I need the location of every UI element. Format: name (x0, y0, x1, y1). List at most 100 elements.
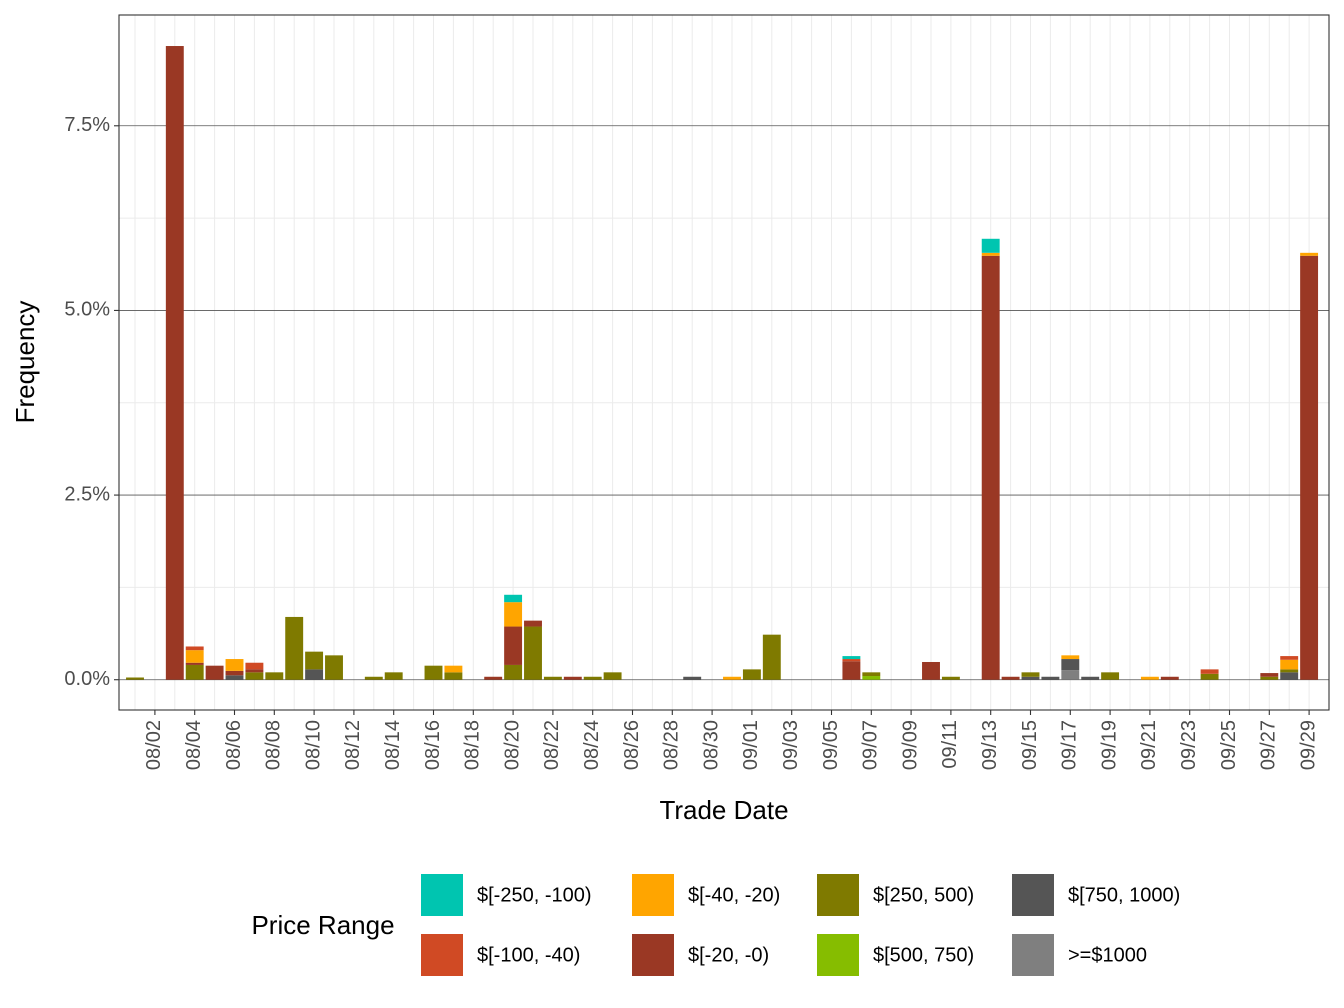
bar-segment (225, 675, 244, 680)
bar-segment (484, 676, 503, 680)
legend-label: $[-100, -40) (477, 944, 580, 966)
legend-key (1012, 874, 1054, 916)
bar-segment (1101, 672, 1120, 680)
bar-segment (742, 669, 761, 680)
legend-title: Price Range (251, 910, 394, 940)
bar-segment (444, 665, 463, 673)
x-tick-label: 08/28 (661, 720, 683, 770)
bar-segment (225, 670, 244, 676)
grid (119, 15, 1329, 710)
x-axis-title: Trade Date (659, 795, 788, 825)
y-axis-title: Frequency (10, 301, 40, 424)
y-tick-label: 7.5% (64, 114, 110, 136)
legend-key (817, 874, 859, 916)
bar-segment (245, 669, 264, 673)
x-tick-label: 08/10 (302, 720, 324, 770)
plot-border (118, 14, 1330, 711)
bar-segment (265, 672, 284, 680)
x-tick-label: 08/08 (263, 720, 285, 770)
bar-segment (364, 676, 383, 680)
bar-segment (1260, 676, 1279, 680)
x-tick-label: 08/12 (342, 720, 364, 770)
x-tick-label: 09/03 (780, 720, 802, 770)
bar-segment (504, 664, 523, 680)
x-tick-label: 08/24 (581, 720, 603, 770)
x-tick-label: 08/22 (541, 720, 563, 770)
bar-segment (683, 676, 702, 680)
bar-segment (543, 676, 562, 680)
x-tick-label: 09/17 (1059, 720, 1081, 770)
bar-segment (305, 651, 324, 670)
bar-segment (922, 661, 940, 680)
x-tick-label: 08/04 (183, 720, 205, 770)
bar-segment (941, 676, 960, 680)
bar-segment (563, 676, 582, 680)
legend: $[-250, -100) $[-100, -40) $[-40, -20) $[-2… (421, 874, 1180, 976)
x-tick-label: 09/19 (1098, 720, 1120, 770)
legend-key (1012, 934, 1054, 976)
x-tick-label: 09/23 (1178, 720, 1200, 770)
bar-segment (981, 238, 1000, 253)
bar-segment (1081, 676, 1100, 680)
bar-segment (225, 659, 244, 671)
x-tick-label: 08/02 (143, 720, 165, 770)
x-tick-label: 08/30 (700, 720, 722, 770)
bar-segment (1280, 672, 1299, 680)
bar-segment (1280, 669, 1299, 673)
y-tick-label: 0.0% (64, 668, 110, 690)
x-tick-label: 08/16 (422, 720, 444, 770)
legend-label: $[-40, -20) (688, 884, 780, 906)
bar-segment (862, 672, 881, 677)
bar-segment (305, 669, 324, 680)
legend-label: >=$1000 (1068, 944, 1147, 966)
axes: 0.0% 2.5% 5.0% 7.5% 08/02 08/04 08/06 08/08 08/1… (64, 114, 1319, 770)
bar-segment (723, 676, 741, 680)
bar-segment (185, 662, 204, 665)
bar-segment (842, 659, 861, 662)
bar-segment (1300, 252, 1319, 256)
x-tick-label: 09/29 (1297, 720, 1319, 770)
plot-background (119, 15, 1329, 710)
bar-segment (1061, 670, 1080, 680)
x-tick-label: 09/27 (1258, 720, 1280, 770)
bar-segment (1061, 655, 1080, 660)
bar-segment (384, 672, 403, 680)
bar-segment (424, 665, 443, 680)
legend-key (632, 874, 674, 916)
bar-segment (981, 255, 1000, 680)
bar-segment (842, 656, 861, 660)
bar-segment (185, 650, 204, 663)
bar-segment (1260, 673, 1279, 677)
bar-segment (126, 677, 144, 680)
legend-key (421, 934, 463, 976)
bar-segment (524, 626, 542, 680)
bar-segment (862, 676, 881, 680)
legend-key (421, 874, 463, 916)
x-tick-label: 08/14 (382, 720, 404, 770)
bar-segment (504, 626, 523, 665)
bar-segment (245, 662, 264, 670)
x-tick-label: 09/21 (1138, 720, 1160, 770)
x-tick-label: 09/15 (1019, 720, 1041, 770)
bar-segment (981, 252, 1000, 256)
bar-segment (504, 602, 523, 627)
x-tick-label: 09/11 (939, 720, 961, 769)
bar-segment (1300, 255, 1319, 680)
bar-segment (325, 655, 343, 680)
bar-segment (762, 634, 781, 680)
legend-label: $[-20, -0) (688, 944, 769, 966)
x-tick-label: 09/13 (979, 720, 1001, 770)
x-tick-label: 08/26 (621, 720, 643, 770)
legend-label: $[-250, -100) (477, 884, 592, 906)
bar-segment (603, 672, 622, 680)
x-tick-label: 09/05 (820, 720, 842, 770)
legend-label: $[750, 1000) (1068, 884, 1180, 906)
bar-segment (504, 594, 523, 603)
x-tick-label: 08/06 (223, 720, 245, 770)
bar-segment (1280, 659, 1299, 670)
x-tick-label: 08/20 (501, 720, 523, 770)
x-tick-label: 09/07 (860, 720, 882, 770)
bar-segment (524, 620, 542, 627)
legend-key (632, 934, 674, 976)
